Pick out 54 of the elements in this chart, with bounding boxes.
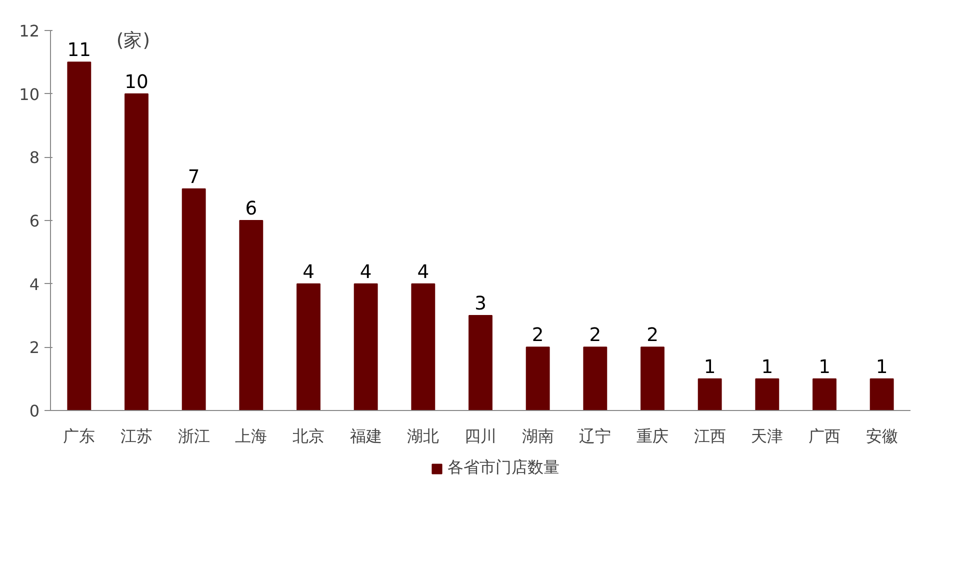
x-tick-label: 广东	[63, 426, 96, 446]
x-tick-label: 四川	[464, 426, 496, 446]
legend-label: 各省市门店数量	[448, 458, 560, 478]
data-label: 11	[67, 40, 92, 62]
y-tick-label: 12	[19, 22, 40, 40]
bar	[182, 188, 206, 410]
bar	[640, 346, 664, 410]
data-label: 1	[704, 356, 716, 378]
bar	[124, 93, 148, 410]
x-tick-label: 湖南	[522, 426, 554, 446]
data-label: 2	[646, 325, 658, 346]
y-tick-label: 4	[29, 274, 40, 294]
data-label: 4	[417, 262, 430, 283]
x-tick-label: 安徽	[866, 426, 898, 446]
x-tick-label: 天津	[751, 426, 784, 446]
x-tick-label: 重庆	[636, 426, 668, 446]
data-label: 2	[589, 325, 602, 346]
y-tick-label: 8	[29, 148, 40, 168]
x-tick-label: 上海	[235, 426, 268, 446]
data-label: 1	[818, 356, 830, 378]
x-tick-label: 北京	[292, 426, 324, 446]
data-label: 2	[532, 325, 544, 346]
data-label: 10	[124, 72, 148, 93]
bar	[67, 62, 92, 410]
data-label: 1	[876, 356, 888, 378]
bar	[239, 220, 264, 410]
data-label: 3	[474, 294, 486, 314]
data-label: 4	[360, 262, 372, 283]
bar	[870, 378, 894, 410]
bar	[812, 378, 836, 410]
data-label: 6	[245, 198, 258, 220]
y-tick-label: 2	[29, 338, 40, 358]
x-tick-label: 江西	[694, 426, 726, 446]
x-tick-label: 浙江	[178, 426, 210, 446]
x-tick-label: 广西	[808, 426, 840, 446]
x-tick-label: 福建	[350, 426, 382, 446]
data-label: 4	[302, 262, 314, 283]
data-label: 7	[188, 166, 200, 188]
x-tick-label: 湖北	[407, 426, 440, 446]
bar	[468, 315, 492, 410]
y-tick-label: 0	[29, 402, 40, 420]
bar	[296, 283, 320, 410]
bar	[583, 346, 608, 410]
bar	[354, 283, 378, 410]
data-label: 1	[761, 356, 774, 378]
bar	[698, 378, 722, 410]
bar	[411, 283, 436, 410]
y-axis-title: (家)	[116, 30, 150, 52]
bar	[526, 346, 550, 410]
x-tick-label: 辽宁	[579, 426, 612, 446]
bar	[755, 378, 780, 410]
y-tick-label: 6	[29, 212, 40, 230]
x-tick-label: 江苏	[120, 426, 152, 446]
y-tick-label: 10	[19, 84, 40, 104]
